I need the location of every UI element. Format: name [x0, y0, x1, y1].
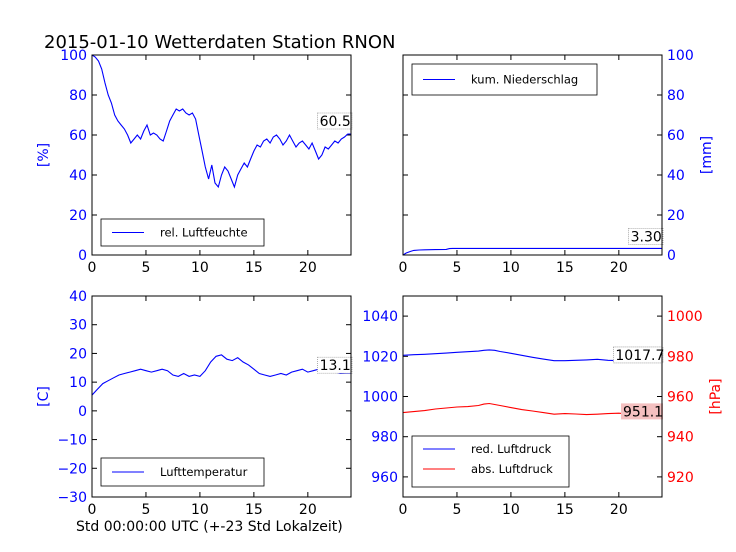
y2-tick-label: 980 — [667, 349, 694, 365]
y-tick-label: 100 — [60, 48, 87, 64]
legend-label: rel. Luftfeuchte — [160, 226, 248, 240]
annotation-box — [628, 227, 664, 245]
y-tick-label: 0 — [78, 404, 87, 420]
y-axis-label: [C] — [36, 386, 52, 407]
x-tick-label: 20 — [610, 502, 628, 518]
x-tick-label: 10 — [502, 502, 520, 518]
x-tick-label: 15 — [556, 260, 574, 276]
chart-title: 2015-01-10 Wetterdaten Station RNON — [44, 32, 395, 53]
y2-tick-label: 960 — [667, 390, 694, 406]
y2-axis-label: [hPa] — [708, 378, 724, 414]
panel-temperature: 0 5 10 15 20 −30 −20 −10 0 10 20 30 40 [C] 13.1 Lufttem… — [36, 289, 353, 518]
y-tick-label: 980 — [371, 430, 398, 446]
y-tick-label: 0 — [78, 248, 87, 264]
y-tick-label: 0 — [667, 248, 676, 264]
plot-frame — [402, 54, 663, 256]
plot-frame — [402, 295, 663, 498]
y-tick-label: 40 — [69, 168, 87, 184]
y-tick-label: −30 — [57, 490, 87, 506]
x-tick-label: 20 — [299, 502, 317, 518]
panel-humidity: 0 5 10 15 20 0 20 40 60 80 100 [%] 60.5 rel. Luftfeuc… — [36, 48, 353, 276]
y2-tick-label: 920 — [667, 470, 694, 486]
series-line-1 — [403, 247, 662, 255]
annotation-box — [621, 403, 663, 420]
x-tick-label: 0 — [399, 502, 408, 518]
y-tick-label: 40 — [667, 168, 685, 184]
x-tick-label: 0 — [88, 502, 97, 518]
legend-label: abs. Luftdruck — [471, 462, 553, 476]
x-tick-label: 15 — [245, 502, 263, 518]
annotation-label: 60.5 — [320, 114, 351, 130]
x-tick-label: 15 — [245, 260, 263, 276]
y2-tick-label: 940 — [667, 430, 694, 446]
y-tick-label: 60 — [667, 128, 685, 144]
x-tick-label: 20 — [610, 260, 628, 276]
y-tick-label: 60 — [69, 128, 87, 144]
x-tick-label: 0 — [399, 260, 408, 276]
legend-label: red. Luftdruck — [471, 442, 552, 456]
y-tick-label: 1020 — [362, 349, 398, 365]
x-axis-label: Std 00:00:00 UTC (+-23 Std Lokalzeit) — [76, 519, 343, 535]
annotation-label: 13.1 — [320, 358, 351, 374]
y-tick-label: 1000 — [362, 390, 398, 406]
x-tick-label: 5 — [452, 260, 461, 276]
y-tick-label: −20 — [57, 461, 87, 477]
x-tick-label: 5 — [141, 260, 150, 276]
x-tick-label: 10 — [191, 502, 209, 518]
y-tick-label: 40 — [69, 289, 87, 305]
y2-tick-label: 1000 — [667, 309, 703, 325]
series-line-1 — [92, 55, 351, 189]
panel-pressure: 0 5 10 15 2096098010001020104092094096098010… — [362, 295, 724, 518]
series-line-2 — [403, 402, 662, 416]
legend-label: kum. Niederschlag — [471, 73, 578, 87]
y-axis-label: [mm] — [699, 136, 715, 174]
x-tick-label: 10 — [502, 260, 520, 276]
y-tick-label: 100 — [667, 48, 694, 64]
panel-precipitation: 0 5 10 15 20 0 20 40 60 80 100 [mm] 3.30 kum. Nieders… — [399, 48, 715, 276]
y-axis-label: [%] — [36, 143, 52, 167]
plot-frame — [91, 295, 352, 498]
y-tick-label: 30 — [69, 318, 87, 334]
x-tick-label: 5 — [141, 502, 150, 518]
x-tick-label: 10 — [191, 260, 209, 276]
y-tick-label: 20 — [69, 208, 87, 224]
y-tick-label: 80 — [667, 88, 685, 104]
x-tick-label: 20 — [299, 260, 317, 276]
x-tick-label: 15 — [556, 502, 574, 518]
annotation-box — [317, 356, 353, 374]
y-tick-label: 960 — [371, 470, 398, 486]
x-tick-label: 0 — [88, 260, 97, 276]
series-line-1 — [92, 354, 351, 396]
annotation-box — [317, 112, 353, 130]
x-tick-label: 5 — [452, 502, 461, 518]
y-tick-label: 20 — [667, 208, 685, 224]
y-tick-label: 80 — [69, 88, 87, 104]
legend-box — [411, 435, 570, 488]
annotation-label: 3.30 — [631, 229, 662, 245]
plot-frame — [91, 54, 352, 256]
y-tick-label: 10 — [69, 375, 87, 391]
legend-label: Lufttemperatur — [160, 465, 248, 479]
y-tick-label: −10 — [57, 433, 87, 449]
annotation-label: 1017.7 — [615, 348, 664, 364]
annotation-label: 951.1 — [623, 404, 663, 420]
y-tick-label: 1040 — [362, 309, 398, 325]
annotation-box — [613, 346, 664, 364]
y-tick-label: 20 — [69, 346, 87, 362]
